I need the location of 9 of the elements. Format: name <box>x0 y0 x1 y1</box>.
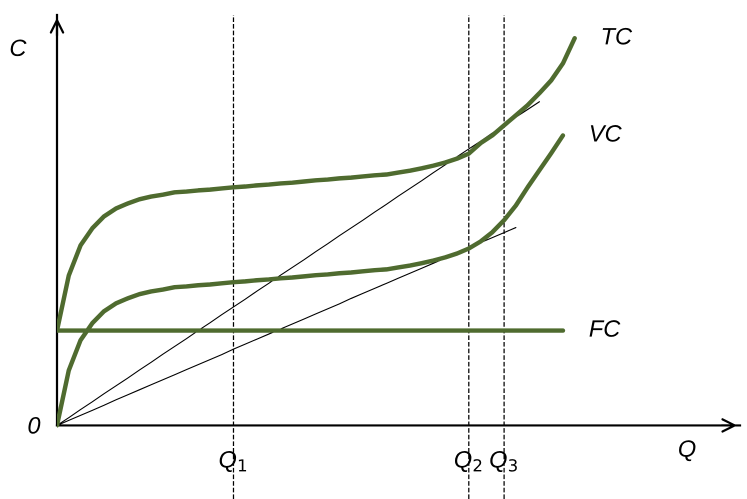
series-label: TC <box>602 28 632 45</box>
text: 0 <box>28 416 40 434</box>
x-tick-label: Q$_{1}$ <box>220 451 246 472</box>
x-axis-title: Q <box>679 440 696 462</box>
y-axis-title: C <box>10 39 27 56</box>
series-label: VC <box>590 125 622 142</box>
series-label: FC <box>590 320 620 337</box>
x-tick-label: Q$_{3}$ <box>490 451 517 472</box>
x-tick-label: Q$_{2}$ <box>454 451 482 472</box>
